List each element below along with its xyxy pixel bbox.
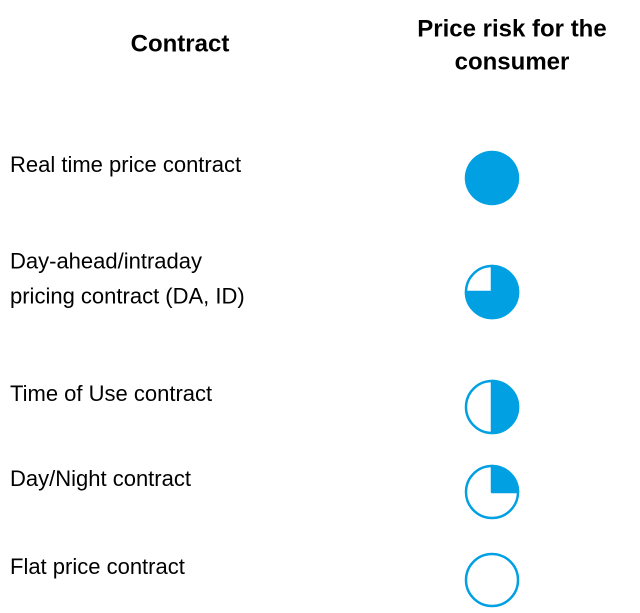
contract-label: Real time price contract (10, 152, 241, 177)
contract-label: pricing contract (DA, ID) (10, 283, 245, 308)
harvey-ball (464, 464, 520, 520)
contract-label: Day/Night contract (10, 466, 191, 491)
ball-part (490, 379, 520, 435)
risk-header-line: Price risk for the (417, 15, 606, 42)
risk-header-line: consumer (455, 48, 570, 75)
ball-part (464, 150, 520, 206)
contract-label: Day-ahead/intraday (10, 248, 202, 273)
ball-part (464, 264, 520, 320)
contract-header: Contract (131, 30, 230, 57)
harvey-ball (464, 552, 520, 608)
ball-part (464, 552, 520, 608)
contract-label: Time of Use contract (10, 381, 212, 406)
harvey-ball (464, 264, 520, 320)
contract-label: Flat price contract (10, 554, 185, 579)
harvey-ball (464, 150, 520, 206)
ball-part (490, 464, 520, 494)
harvey-ball (464, 379, 520, 435)
